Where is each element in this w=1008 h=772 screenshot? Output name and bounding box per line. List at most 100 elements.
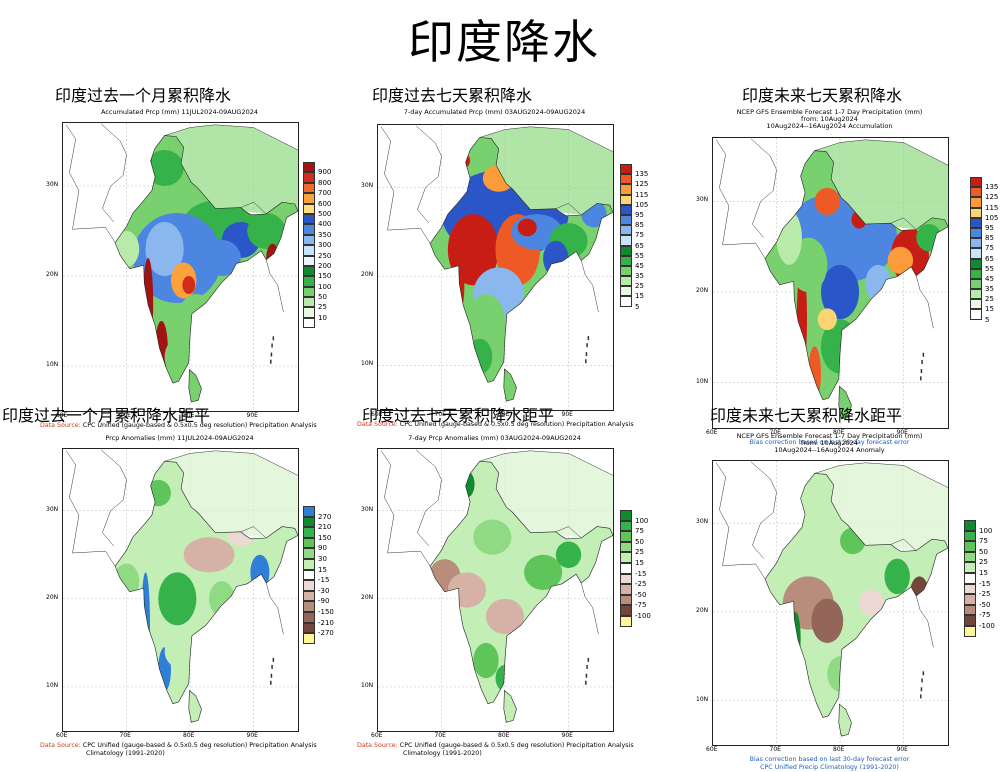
legend-swatch-row: 600 [303,193,331,208]
country-border [415,125,442,224]
country-border [555,526,582,539]
precip-patch [543,240,569,277]
country-border [479,450,613,476]
lon-tick-label: 80E [183,412,195,419]
legend-swatch [303,516,315,528]
lon-tick-label: 80E [498,732,510,739]
legend-label: 15 [635,558,644,567]
page-title: 印度降水 [408,15,600,69]
legend-swatch [970,258,982,269]
island-mark [270,673,273,678]
legend-label: 90 [318,544,327,553]
panel-footer-line: Data Source: CPC Unified (gauge-based & … [40,422,317,430]
legend-swatch-row: 500 [303,203,331,218]
legend-label: 15 [635,292,644,301]
panel-subtitle-line: from: 10Aug2024 [801,439,858,447]
legend-label: 210 [318,523,332,532]
legend-swatch [620,531,632,542]
legend-label: -15 [635,569,647,578]
legend-swatch-row: 200 [303,255,331,270]
precip-patch [473,519,512,555]
legend-swatch [303,506,315,517]
legend-swatch-row: 25 [620,541,651,556]
legend-swatch [303,307,315,318]
precip-patch [814,187,841,216]
island-mark [585,673,588,678]
legend-swatch-row: 50 [964,541,995,556]
island-mark [272,336,275,341]
country-border [164,124,298,151]
color-legend: 100 75 50 25 15 -15 -25 -50 -75 -100 [964,520,995,637]
lon-tick-label: 60E [371,411,383,418]
precip-patch [466,338,493,375]
legend-swatch-row: 270 [303,506,334,521]
legend-swatch [620,584,632,595]
island-mark [920,376,922,381]
legend-swatch [620,184,632,195]
panel-subtitle-line: NCEP GFS Ensemble Forecast 1-7 Day Preci… [736,432,923,440]
legend-swatch [303,182,315,194]
legend-label: -30 [318,586,330,595]
legend-swatch [964,583,976,595]
legend-swatch [620,541,632,553]
legend-label: 55 [635,251,644,260]
legend-swatch-row: 105 [620,194,648,209]
precip-patch [143,258,154,348]
precip-patch [865,264,891,302]
data-source-text: CPC Unified (gauge-based & 0.5x0.5 deg r… [80,422,317,429]
lat-tick-label: 20N [46,271,59,278]
legend-swatch [970,299,982,310]
legend-label: 75 [635,527,644,536]
legend-label: 250 [318,251,332,260]
precip-patch [430,196,442,232]
legend-swatch-row: 15 [303,558,334,574]
island-mark [920,369,923,374]
precip-patch [887,246,914,274]
precip-patch [473,642,499,679]
legend-label: 85 [635,221,644,230]
tibet-region [164,124,298,214]
legend-swatch-row: 95 [970,217,998,232]
island-mark [920,687,923,692]
legend-swatch-row: 100 [964,520,995,535]
panel-subtitle-line: Accumulated Prcp (mm) 11JUL2024-09AUG202… [101,108,258,116]
legend-label: 50 [635,537,644,546]
country-border [72,550,116,567]
color-legend: 135 125 115 105 95 85 75 65 55 45 35 25 15 5 [970,177,999,324]
island-mark [921,678,923,683]
island-mark [920,694,922,699]
legend-swatch-row: 50 [620,531,651,546]
legend-swatch-row [964,625,995,637]
legend-swatch-row: 65 [620,235,648,250]
map-panel-2: 印度过去七天累积降水 7-day Accumulated Prcp (mm) 03… [337,82,667,428]
precip-patch [164,339,191,375]
legend-swatch-row: 65 [970,248,998,263]
legend-label: 125 [985,193,999,202]
legend-label: 75 [979,537,988,546]
country-border [380,126,395,231]
color-legend: 900 800 700 600 500 400 350 300 250 200 150 100 50 25… [303,162,332,329]
legend-label: 45 [635,261,644,270]
panel-subtitle-line: 10Aug2024--16Aug2024 Anomaly [774,446,885,454]
legend-swatch [303,162,315,173]
legend-swatch-row: 75 [620,225,648,239]
lat-tick-label: 10N [361,360,374,368]
precip-map [712,137,949,429]
country-border [722,242,766,259]
tibet-region [814,139,948,230]
legend-label: 100 [635,516,649,525]
legend-swatch-row: 800 [303,172,331,187]
legend-swatch [620,276,632,287]
legend-label: 150 [318,533,332,542]
precip-patch [247,213,286,249]
country-border [72,227,116,243]
country-border [65,124,80,230]
legend-swatch-row: 90 [303,537,334,553]
legend-label: -150 [318,607,334,616]
legend-label: -100 [635,611,651,620]
legend-swatch-row: 150 [303,527,334,542]
precip-patch [466,294,506,348]
legend-swatch [620,520,632,532]
legend-swatch [303,527,315,538]
lon-tick-label: 70E [434,411,446,418]
